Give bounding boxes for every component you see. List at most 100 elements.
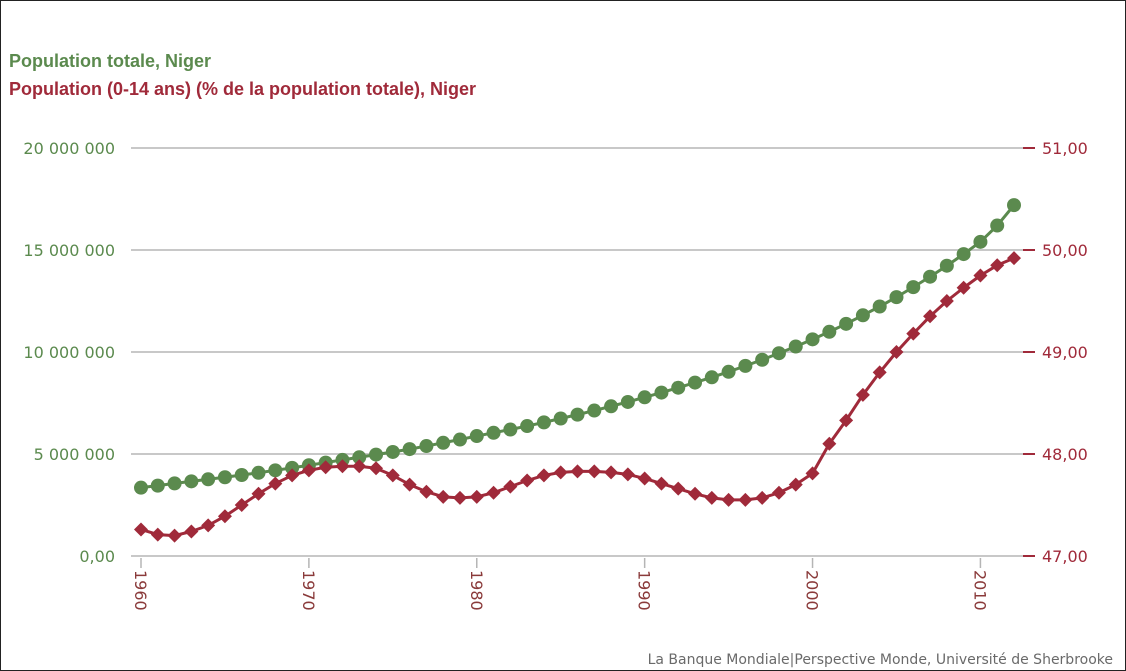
data-point-population-totale [452,432,467,447]
data-point-population-totale [285,460,300,475]
series-line-population-totale [140,204,1016,490]
data-point-population-totale [990,218,1005,233]
data-point-population-0-14 [503,479,518,494]
source-credit: La Banque Mondiale|Perspective Monde, Un… [647,652,1113,668]
data-point-population-totale [436,435,451,450]
data-point-population-totale [805,332,820,347]
data-point-population-0-14 [268,476,283,491]
data-point-population-0-14 [738,492,753,507]
data-point-population-totale [385,444,400,459]
data-point-population-0-14 [402,477,417,492]
data-point-population-0-14 [637,471,652,486]
right-y-tick-label: 51,00 [1042,139,1088,158]
data-point-population-totale [872,299,887,314]
data-point-population-totale [738,358,753,373]
data-point-population-0-14 [553,465,568,480]
data-point-population-0-14 [822,436,837,451]
data-point-population-0-14 [134,522,148,537]
data-point-population-totale [553,411,568,426]
data-point-population-0-14 [150,527,165,542]
data-point-population-0-14 [385,468,400,483]
gridlines [131,147,1023,557]
data-point-population-0-14 [285,468,300,483]
data-point-population-totale [788,339,803,354]
data-point-population-totale [923,269,938,284]
right-y-tick-label: 48,00 [1042,445,1088,464]
data-point-population-0-14 [906,326,921,341]
data-point-population-0-14 [654,476,669,491]
data-point-population-totale [150,478,165,493]
data-point-population-0-14 [872,365,887,380]
data-point-population-totale [721,364,736,379]
data-point-population-0-14 [805,466,820,481]
data-point-population-totale [503,422,518,437]
data-point-population-totale [570,407,585,422]
data-point-population-0-14 [788,477,803,492]
data-point-population-totale [536,415,551,430]
data-point-population-totale [234,468,249,483]
x-tick-label: 1960 [131,570,150,611]
data-point-population-0-14 [889,345,904,359]
data-point-population-totale [369,447,384,462]
data-point-population-totale [1007,198,1021,213]
data-point-population-totale [419,439,434,454]
data-point-population-0-14 [234,498,249,512]
data-point-population-0-14 [369,461,384,476]
data-point-population-0-14 [755,490,770,505]
data-point-population-totale [520,419,535,434]
legend-series-population-0-14: Population (0-14 ans) (% de la populatio… [9,79,477,99]
data-point-population-0-14 [167,528,182,543]
right-y-tick-label: 47,00 [1042,547,1088,566]
x-tick-label: 1970 [299,570,318,611]
data-point-population-0-14 [352,459,367,474]
data-point-population-totale [469,429,484,444]
data-point-population-totale [822,324,837,339]
data-point-population-totale [755,352,770,367]
data-point-population-0-14 [469,489,484,504]
left-y-tick-label: 15 000 000 [23,241,115,260]
series-line-population-0-14 [140,256,1015,538]
data-point-population-0-14 [318,460,333,475]
left-y-tick-label: 5 000 000 [34,445,115,464]
series-population-0-14 [134,251,1021,543]
data-point-population-0-14 [201,518,216,533]
data-point-population-0-14 [452,490,467,505]
data-point-population-0-14 [251,486,266,501]
data-point-population-totale [839,316,854,331]
data-point-population-totale [704,370,719,385]
data-point-population-totale [352,450,367,465]
data-point-population-totale [217,470,232,485]
data-point-population-totale [486,425,501,440]
data-point-population-totale [604,399,619,414]
x-tick-label: 1980 [467,570,486,611]
data-point-population-0-14 [620,467,635,482]
data-point-population-0-14 [671,481,686,496]
legend-series-population-totale: Population totale, Niger [9,51,212,71]
data-point-population-0-14 [570,464,585,479]
data-point-population-0-14 [990,258,1005,273]
data-point-population-totale [973,234,988,249]
data-point-population-0-14 [486,485,501,500]
data-point-population-totale [167,476,182,491]
data-point-population-totale [771,346,786,361]
data-point-population-totale [956,247,971,262]
data-point-population-totale [184,474,199,489]
data-point-population-totale [906,280,921,295]
data-point-population-totale [134,480,148,495]
right-y-tick-label: 50,00 [1042,241,1088,260]
data-point-population-0-14 [688,486,703,501]
left-y-axis: 0,00 5 000 000 10 000 000 15 000 000 20 000 … [23,139,115,566]
data-point-population-0-14 [939,294,954,308]
x-tick-label: 1990 [635,570,654,611]
data-point-population-0-14 [973,268,988,283]
data-point-population-0-14 [604,465,619,480]
data-point-population-totale [268,463,283,478]
data-point-population-0-14 [184,524,199,539]
data-point-population-0-14 [335,459,350,474]
data-point-population-totale [855,308,870,323]
data-point-population-0-14 [923,309,938,324]
data-point-population-totale [587,403,602,418]
data-point-population-0-14 [419,484,434,499]
